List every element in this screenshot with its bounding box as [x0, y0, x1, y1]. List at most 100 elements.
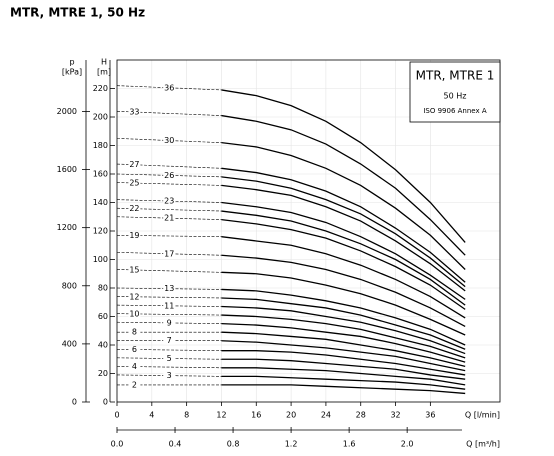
label-bg [163, 336, 176, 345]
curve-extension [116, 163, 222, 169]
x-tick-label: 4 [149, 411, 154, 420]
curve-label: 26 [164, 171, 174, 180]
curve-label: 22 [129, 204, 139, 213]
curve-label: 6 [132, 345, 137, 354]
label-bg [163, 371, 176, 380]
y-tick-label: 140 [93, 198, 108, 207]
curve-label: 21 [164, 214, 174, 223]
y2-tick-label: 400 [62, 339, 77, 348]
info-box [409, 61, 501, 123]
label-bg [163, 249, 176, 258]
curve [221, 142, 466, 270]
x-tick-label: 28 [356, 411, 366, 420]
annotation: MTR, MTRE 1 [416, 69, 495, 83]
x-tick-label: 32 [390, 411, 400, 420]
curve [221, 297, 466, 350]
x2-tick-label: 1.6 [343, 440, 356, 449]
curve-label: 7 [167, 336, 172, 345]
curve [221, 254, 466, 328]
curve-label: 36 [164, 83, 174, 92]
curve-label: 30 [164, 136, 174, 145]
curve [221, 340, 466, 372]
curve [221, 384, 466, 395]
y2-tick-label: 800 [62, 281, 77, 290]
label-bg [128, 265, 141, 274]
y2-tick-label: 1600 [57, 165, 77, 174]
x2-tick-label: 0.0 [111, 440, 124, 449]
label-bg [163, 197, 176, 206]
curve-label: 5 [167, 354, 172, 363]
curve-label: 25 [129, 179, 139, 188]
x-label: Q [l/min] [465, 411, 500, 420]
curve-label: 15 [129, 265, 139, 274]
curve-label: 33 [129, 108, 139, 117]
chart-title: MTR, MTRE 1, 50 Hz [10, 6, 145, 20]
curve-extension [116, 313, 222, 316]
y-tick-label: 180 [93, 141, 108, 150]
curve-label: 13 [164, 284, 174, 293]
x2-label: Q [m³/h] [466, 440, 500, 449]
curve [221, 176, 466, 288]
label-bg [128, 108, 141, 117]
curve-label: 10 [129, 309, 139, 318]
annotation: ISO 9906 Annex A [423, 107, 486, 115]
curve [221, 218, 466, 310]
curve [221, 305, 466, 355]
curve-extension [116, 207, 222, 212]
y-unit: [m] [97, 68, 111, 77]
curve [221, 236, 466, 319]
curve [221, 322, 466, 363]
curve [221, 201, 466, 300]
label-bg [163, 83, 176, 92]
label-bg [128, 160, 141, 169]
y-tick-label: 220 [93, 84, 108, 93]
y2-tick-label: 2000 [57, 107, 77, 116]
curve-label: 2 [132, 380, 137, 389]
x-tick-label: 16 [251, 411, 261, 420]
x-tick-label: 24 [321, 411, 331, 420]
curve [221, 314, 466, 359]
x-tick-label: 8 [184, 411, 189, 420]
label-bg [128, 231, 141, 240]
curve-label: 23 [164, 197, 174, 206]
curve-label: 12 [129, 292, 139, 301]
y2-unit: [kPa] [62, 68, 82, 77]
y-tick-label: 80 [98, 284, 108, 293]
y-tick-label: 60 [98, 312, 108, 321]
curve [221, 367, 466, 386]
curve [221, 288, 466, 346]
plot-frame [116, 59, 501, 403]
x2-tick-label: 1.2 [285, 440, 298, 449]
curve [221, 89, 466, 243]
curve-label: 17 [164, 249, 174, 258]
y2-label: p [69, 58, 74, 67]
y-label: H [101, 58, 107, 67]
curve [221, 114, 466, 256]
y-tick-label: 160 [93, 170, 108, 179]
label-bg [163, 214, 176, 223]
label-bg [128, 309, 141, 318]
label-bg [163, 171, 176, 180]
annotation: 50 Hz [444, 92, 467, 101]
curve [221, 271, 466, 336]
curve-label: 9 [167, 318, 172, 327]
curve [221, 375, 466, 390]
label-bg [128, 362, 141, 371]
curve-label: 4 [132, 362, 137, 371]
y-tick-label: 40 [98, 341, 108, 350]
y2-tick-label: 1200 [57, 223, 77, 232]
label-bg [128, 328, 141, 337]
label-bg [163, 301, 176, 310]
y-tick-label: 0 [103, 398, 108, 407]
curve-extension [116, 348, 222, 351]
label-bg [163, 136, 176, 145]
curve-extension [116, 366, 222, 369]
curve [221, 358, 466, 380]
curve-extension [116, 296, 222, 299]
curve [221, 184, 466, 292]
y-tick-label: 100 [93, 255, 108, 264]
x2-tick-label: 0.4 [169, 440, 182, 449]
x2-tick-label: 2.0 [401, 440, 414, 449]
curve [221, 210, 466, 306]
